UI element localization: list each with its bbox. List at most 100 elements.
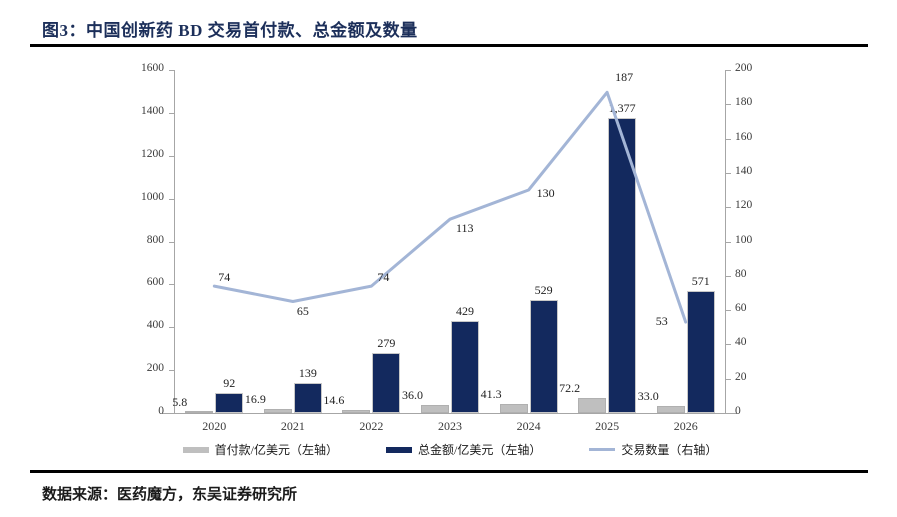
bar-upfront-payment [185,411,214,413]
right-axis-tick [726,310,731,312]
x-axis-tick-label: 2021 [280,419,305,433]
right-axis-line [725,70,726,414]
bar-label-total-amount: 92 [223,376,236,391]
right-axis-tick-label: 160 [735,130,753,143]
bar-total-amount [529,299,558,413]
bar-label-total-amount: 529 [534,282,553,297]
right-axis-tick [726,378,731,380]
bar-upfront-payment [263,409,292,413]
bar-upfront-payment [499,404,528,413]
right-axis-tick-label: 80 [735,267,747,280]
bar-upfront-payment [578,397,607,413]
right-axis-tick-label: 180 [735,96,753,109]
bar-label-total-amount: 1,377 [608,100,636,115]
legend-item-label: 总金额/亿美元（左轴） [417,443,542,457]
line-label-trade-count: 53 [655,314,668,329]
line-label-trade-count: 187 [615,70,634,85]
left-axis-tick [169,241,174,243]
left-axis-tick [169,370,174,372]
left-axis-tick-label: 0 [158,405,164,417]
line-label-trade-count: 74 [377,270,390,285]
plot-area: 5.8 92 16.9 139 14.6 279 36.0 429 41.3 529 72.2 1,3… [172,70,725,413]
bar-label-total-amount: 279 [377,336,396,351]
trade-count-line [212,90,688,324]
left-axis-tick-label: 400 [146,319,164,332]
bar-total-amount [686,290,715,413]
right-axis-tick-label: 140 [735,164,753,177]
bar-label-upfront-payment: 33.0 [637,388,659,403]
legend-swatch-icon [589,448,616,451]
footer-divider [30,470,868,473]
left-axis-tick-label: 1400 [141,104,164,117]
line-label-trade-count: 74 [218,270,231,285]
right-axis-tick-label: 40 [735,336,747,349]
right-axis-tick [726,138,731,140]
line-label-trade-count: 113 [456,221,474,236]
left-axis-tick [169,413,174,414]
bar-label-upfront-payment: 16.9 [244,392,266,407]
bar-upfront-payment [421,405,449,413]
bar-label-upfront-payment: 41.3 [480,387,502,402]
legend-swatch-icon [385,446,412,453]
x-axis-tick-label: 2023 [438,419,462,433]
x-axis-tick-label: 2026 [673,419,698,433]
x-axis-tick-label: 2025 [595,419,620,433]
bar-label-upfront-payment: 14.6 [323,392,345,407]
left-axis-tick [169,155,174,157]
bar-label-upfront-payment: 36.0 [402,388,423,403]
left-axis-tick [169,112,174,114]
right-axis-tick [726,172,731,174]
legend-item[interactable]: 总金额/亿美元（左轴） [385,441,542,458]
source-note: 数据来源：医药魔方，东吴证券研究所 [42,487,298,503]
right-axis-tick [726,70,731,71]
bar-label-total-amount: 571 [691,273,710,288]
left-axis-tick-label: 1200 [141,147,164,160]
bar-total-amount [215,393,244,413]
bar-upfront-payment [656,405,685,413]
right-axis-tick [726,207,731,209]
bar-label-total-amount: 429 [456,304,474,319]
right-axis-tick-label: 100 [735,233,753,246]
x-axis-line [162,413,737,414]
chart-legend: 首付款/亿美元（左轴） 总金额/亿美元（左轴） 交易数量（右轴） [175,441,725,458]
bar-upfront-payment [342,409,371,413]
x-axis-tick-label: 2022 [359,419,384,433]
x-axis-tick-label: 2024 [516,419,541,433]
bar-total-amount [372,353,401,413]
left-axis-tick [169,198,174,200]
line-label-trade-count: 65 [296,303,309,318]
header-divider [30,44,868,47]
legend-swatch-icon [182,446,209,453]
left-axis-tick-label: 600 [146,276,164,289]
left-axis-tick-label: 1000 [141,190,164,203]
right-axis-tick-label: 0 [735,405,741,417]
page-title: 图3：中国创新药 BD 交易首付款、总金额及数量 [42,21,418,40]
line-label-trade-count: 130 [536,186,555,201]
legend-item-label: 交易数量（右轴） [621,443,718,457]
bar-label-upfront-payment: 72.2 [559,380,581,395]
left-axis-tick [169,284,174,286]
left-axis-tick-label: 800 [146,233,164,246]
bar-total-amount [293,383,322,413]
left-axis-tick-label: 1600 [141,62,164,74]
line-series-svg [212,90,688,324]
left-axis-tick [169,70,174,71]
bar-total-amount [451,321,479,413]
right-axis-tick [726,275,731,277]
left-axis-tick [169,327,174,329]
bar-label-upfront-payment: 5.8 [172,394,188,409]
right-axis-tick [726,344,731,346]
legend-item-label: 首付款/亿美元（左轴） [214,443,338,457]
legend-item[interactable]: 交易数量（右轴） [589,441,717,458]
bar-label-total-amount: 139 [298,366,317,381]
left-axis-line [174,70,175,414]
x-axis-tick-label: 2020 [202,419,227,433]
legend-item[interactable]: 首付款/亿美元（左轴） [182,441,338,458]
left-axis-tick-label: 200 [146,362,164,375]
right-axis-tick [726,413,731,414]
right-axis-tick-label: 200 [735,62,753,74]
right-axis-tick [726,241,731,243]
right-axis-tick-label: 60 [735,302,747,315]
right-axis-tick [726,104,731,106]
